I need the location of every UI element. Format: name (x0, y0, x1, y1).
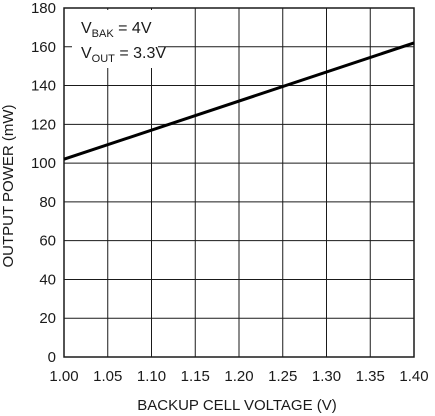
plot-border (63, 7, 415, 358)
y-tick-label: 20 (39, 310, 56, 327)
x-tick-label: 1.30 (312, 368, 341, 385)
x-tick-label: 1.15 (181, 368, 210, 385)
series-line (63, 41, 415, 161)
x-tick-label: 1.00 (49, 368, 78, 385)
y-tick-label: 180 (31, 0, 56, 17)
x-tick-labels: 1.00 1.05 1.10 1.15 1.20 1.25 1.30 1.35 1.40 (49, 368, 428, 385)
x-tick-label: 1.05 (93, 368, 122, 385)
y-tick-label: 60 (39, 233, 56, 250)
plot-frame (63, 7, 415, 358)
y-tick-label: 40 (39, 271, 56, 288)
x-tick-label: 1.20 (224, 368, 253, 385)
y-tick-label: 80 (39, 194, 56, 211)
annotation-vbak: VBAK = 4V (81, 20, 152, 40)
annotation-box: VBAK = 4V VOUT = 3.3V (72, 10, 166, 68)
y-tick-label: 140 (31, 78, 56, 95)
grid (63, 7, 415, 358)
x-tick-label: 1.10 (137, 368, 166, 385)
x-axis-label: BACKUP CELL VOLTAGE (V) (137, 397, 337, 414)
series-lines (63, 41, 415, 161)
y-tick-label: 0 (48, 349, 56, 366)
annotation-background (72, 10, 158, 68)
x-tick-label: 1.40 (399, 368, 428, 385)
annotation-vout: VOUT = 3.3V (81, 45, 166, 65)
y-tick-label: 120 (31, 116, 56, 133)
x-tick-label: 1.35 (356, 368, 385, 385)
y-tick-labels: 0 20 40 60 80 100 120 140 160 180 (31, 0, 56, 366)
y-tick-label: 160 (31, 39, 56, 56)
y-tick-label: 100 (31, 155, 56, 172)
x-tick-label: 1.25 (268, 368, 297, 385)
y-axis-label: OUTPUT POWER (mW) (0, 104, 17, 267)
